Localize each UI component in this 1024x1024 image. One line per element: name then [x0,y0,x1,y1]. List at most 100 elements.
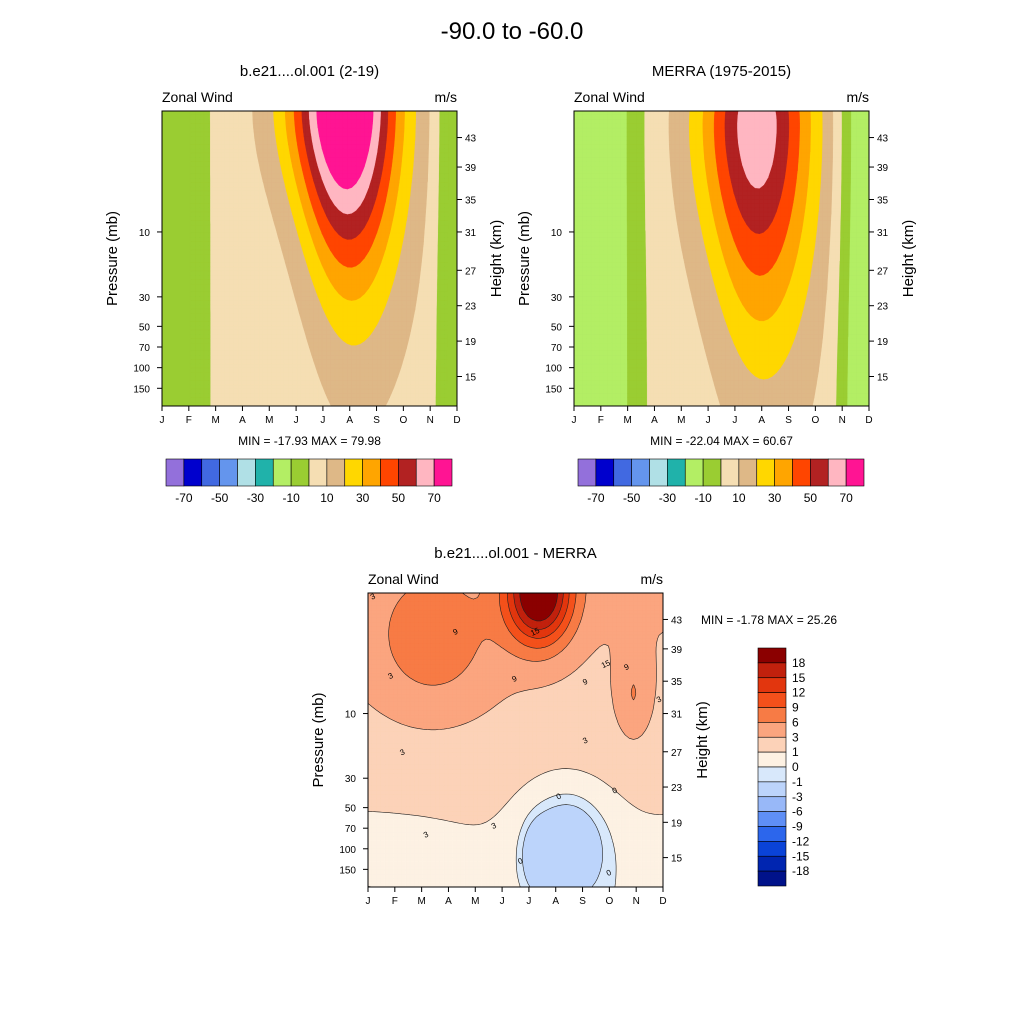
colorbar-swatch [255,458,274,487]
y-right-tick-label: 31 [465,228,477,239]
y-right-tick-label: 39 [877,163,889,174]
x-tick-label: A [239,415,246,426]
colorbar-swatch [667,458,686,487]
y-right-tick-label: 27 [671,748,683,759]
y-right-tick-label: 43 [877,134,889,145]
x-tick-label: M [211,415,219,426]
colorbar-label: -30 [247,491,265,505]
y-tick-label: 70 [551,343,563,354]
colorbar-label: 50 [804,491,818,505]
colorbar-swatch [757,855,787,872]
colorbar-swatch [827,458,847,487]
y-right-tick-label: 35 [877,196,889,207]
x-tick-label: S [373,415,380,426]
plot-frame [367,592,664,888]
colorbar-label: 3 [792,730,799,744]
colorbar-label: -70 [587,491,605,505]
x-tick-label: J [500,896,505,907]
colorbar-swatch [757,707,787,723]
y-right-tick-label: 19 [465,337,477,348]
colorbar-swatch [738,458,758,487]
panel-title: MERRA (1975-2015) [652,63,791,80]
colorbar-swatch [237,458,256,487]
y-right-tick-label: 39 [671,645,683,656]
colorbar-swatch [362,458,381,487]
units-label: m/s [846,89,869,105]
y-tick-label: 150 [339,865,356,876]
panel-obs: MERRA (1975-2015) Zonal Wind m/s J F M A M J J A S O… [516,63,917,505]
y-right-tick-label: 15 [671,854,683,865]
contour-line [368,768,664,826]
x-tick-label: A [758,415,765,426]
y-axis-right-title: Height (km) [694,701,711,779]
colorbar-swatch [290,458,310,487]
x-tick-label: O [605,896,613,907]
x-tick-label: J [366,896,371,907]
panel-title: b.e21....ol.001 - MERRA [434,545,597,562]
colorbar-swatch [757,662,787,679]
colorbar-label: -50 [623,491,641,505]
x-tick-label: O [399,415,407,426]
y-right-tick-label: 35 [671,677,683,688]
colorbar-swatch [720,458,740,487]
contour-label: 0 [516,856,524,866]
x-tick-label: A [552,896,559,907]
contour-line [367,631,664,740]
y-axis-right-title: Height (km) [900,220,917,298]
colorbar-label: -3 [792,790,803,804]
y-axis-title: Pressure (mb) [104,211,121,306]
colorbar-label: -18 [792,864,810,878]
colorbar-swatch [433,458,453,487]
y-tick-label: 30 [345,774,357,785]
x-tick-label: D [453,415,460,426]
colorbar-label: 6 [792,715,799,729]
colorbar-label: 30 [356,491,370,505]
colorbar-swatch [757,766,787,783]
y-axis-title: Pressure (mb) [516,211,533,306]
colorbar-swatch [757,647,787,664]
contour-label: 3 [398,747,406,757]
colorbar-swatch [183,458,203,487]
x-tick-label: J [732,415,737,426]
y-tick-label: 100 [339,845,356,856]
colorbar-swatch [595,458,615,487]
x-tick-label: F [598,415,604,426]
colorbar-label: 12 [792,686,806,700]
contour-label: 3 [369,591,377,601]
colorbar-swatch [757,677,787,693]
panel-diff: b.e21....ol.001 - MERRA Zonal Wind m/s J F M A… [310,545,837,907]
colorbar-swatch [398,458,417,487]
colorbar-label: -6 [792,805,803,819]
x-tick-label: F [186,415,192,426]
colorbar-swatch [757,781,787,798]
colorbar-swatch [757,870,787,887]
contour-line [522,804,603,888]
y-right-tick-label: 23 [671,783,683,794]
y-tick-label: 10 [139,228,151,239]
colorbar-swatch [380,458,399,487]
colorbar-swatch [756,458,775,487]
plot-frame [161,110,458,407]
y-right-tick-label: 27 [877,266,889,277]
colorbar-swatch [577,458,597,487]
y-tick-label: 100 [545,364,562,375]
colorbar-swatch [613,458,632,487]
units-label: m/s [640,571,663,587]
colorbar-label: 18 [792,656,806,670]
colorbar-swatch [792,458,811,487]
colorbar-label: 70 [839,491,853,505]
x-tick-label: M [417,896,425,907]
colorbar-label: -50 [211,491,229,505]
contour-line [507,592,570,639]
y-tick-label: 100 [133,364,150,375]
contour-label: 3 [490,821,498,831]
y-tick-label: 30 [551,293,563,304]
x-tick-label: N [427,415,434,426]
colorbar-swatch [415,458,435,487]
min-max-stats: MIN = -22.04 MAX = 60.67 [650,434,793,448]
y-tick-label: 70 [345,824,357,835]
x-tick-label: M [471,896,479,907]
y-tick-label: 50 [345,804,357,815]
colorbar-swatch [757,796,787,812]
colorbar-label: 0 [792,760,799,774]
